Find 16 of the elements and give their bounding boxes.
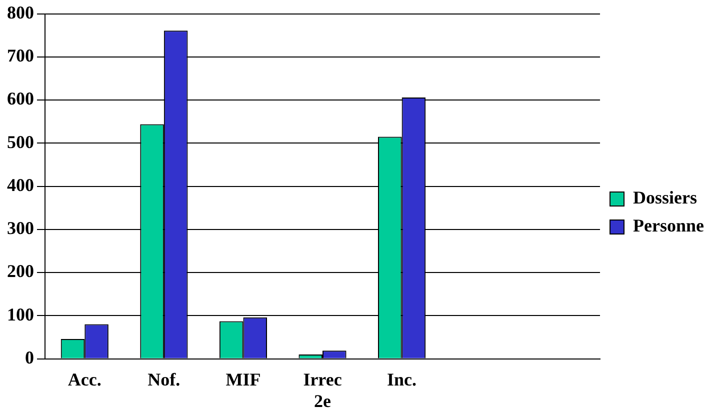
y-tick-label: 300 bbox=[7, 218, 34, 238]
y-tick-label: 600 bbox=[7, 88, 34, 109]
x-tick-label: MIF bbox=[226, 369, 261, 390]
y-tick-label: 400 bbox=[7, 174, 34, 195]
legend-label: Dossiers bbox=[633, 188, 698, 208]
y-tick-label: 200 bbox=[7, 261, 34, 282]
y-tick-label: 0 bbox=[25, 347, 34, 368]
x-tick-label: Inc. bbox=[387, 369, 417, 390]
x-tick-label: Acc. bbox=[68, 369, 102, 390]
x-tick-label: Irrec 2e bbox=[303, 369, 342, 411]
y-tick-label: 500 bbox=[7, 132, 34, 152]
legend-label: Personne bbox=[633, 216, 704, 236]
x-tick-label: Nof. bbox=[148, 369, 180, 390]
y-tick-label: 100 bbox=[7, 304, 34, 324]
y-tick-label: 700 bbox=[7, 46, 34, 66]
y-tick-label: 800 bbox=[7, 2, 34, 22]
